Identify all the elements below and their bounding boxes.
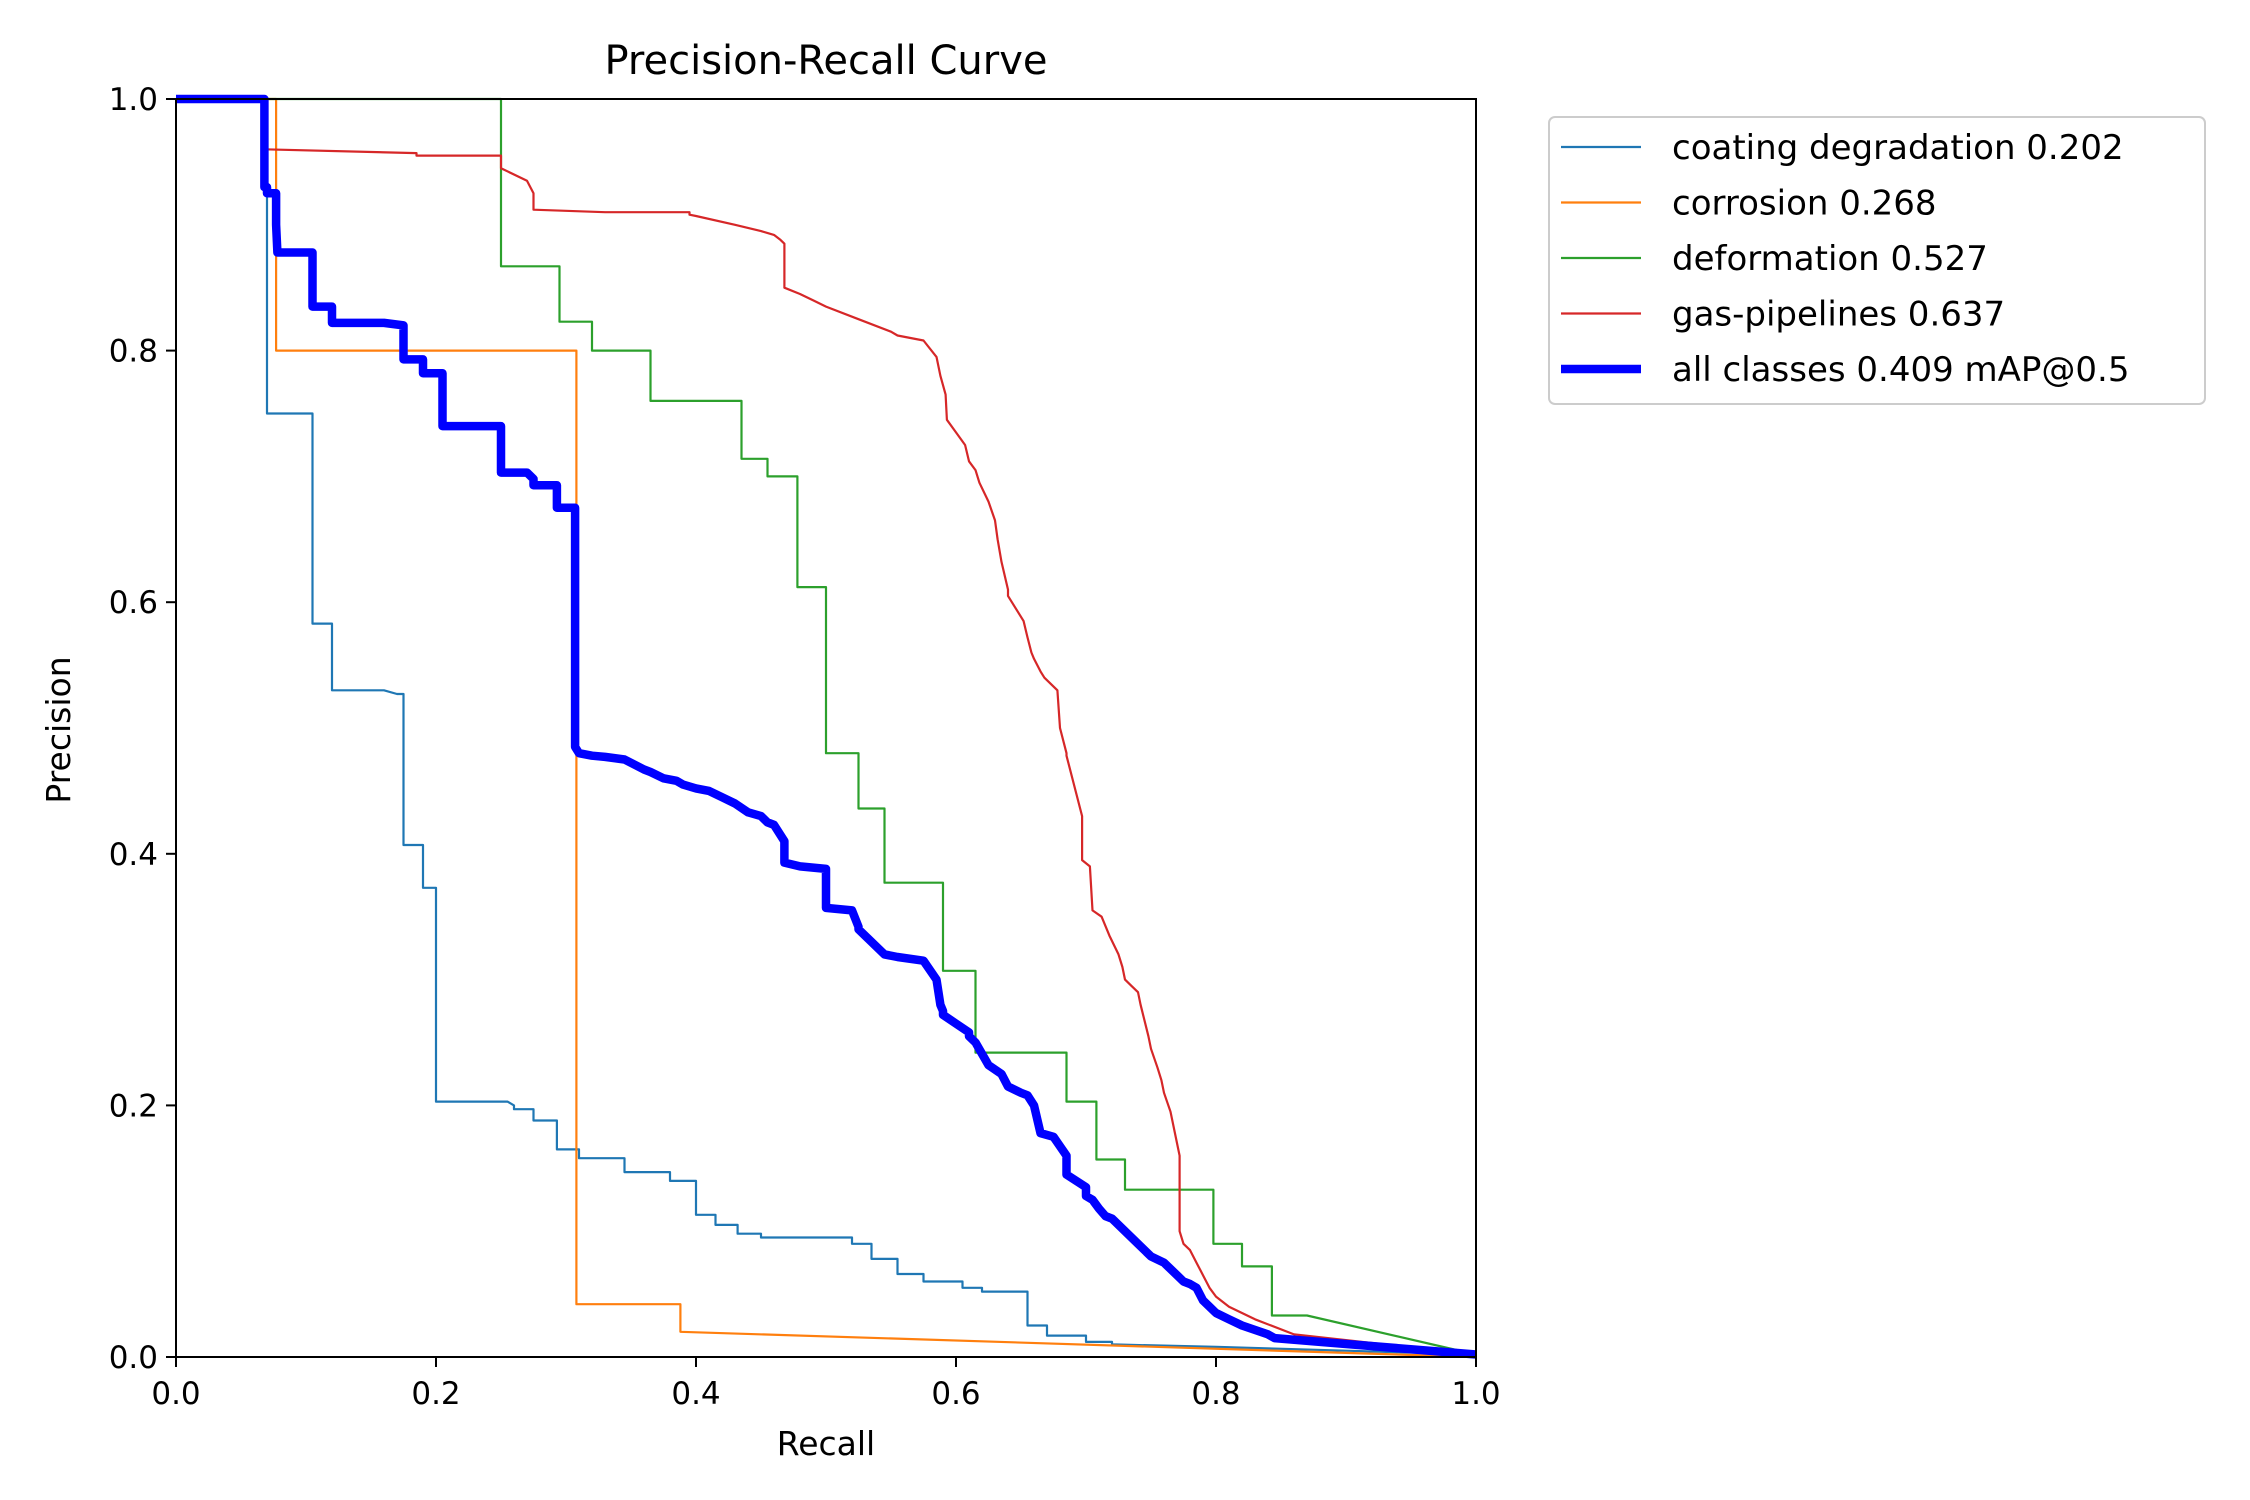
y-tick-label: 0.4 — [109, 837, 158, 873]
y-tick-label: 0.6 — [109, 585, 158, 621]
legend-entry-label: gas-pipelines 0.637 — [1672, 295, 2005, 335]
x-axis-ticks: 0.0 0.2 0.4 0.6 0.8 1.0 — [151, 1357, 1501, 1412]
legend-box — [1548, 116, 2206, 405]
x-tick-label: 0.4 — [671, 1376, 720, 1412]
x-tick-label: 0.8 — [1191, 1376, 1240, 1412]
legend: coating degradation 0.202 corrosion 0.268… — [1548, 116, 2206, 405]
y-axis-ticks: 0.0 0.2 0.4 0.6 0.8 1.0 — [109, 82, 176, 1376]
x-tick-label: 0.6 — [931, 1376, 980, 1412]
y-axis-label: Precision — [39, 656, 78, 803]
axes-frame — [175, 98, 1477, 1358]
series-line-3 — [176, 97, 1477, 1356]
x-axis-label: Recall — [777, 1424, 875, 1463]
series-line-0 — [176, 97, 1477, 1356]
y-tick-label: 0.0 — [109, 1340, 158, 1376]
legend-entry-label: corrosion 0.268 — [1672, 184, 1937, 224]
y-tick-label: 0.8 — [109, 334, 158, 370]
x-tick-label: 0.0 — [151, 1376, 200, 1412]
y-tick-label: 0.2 — [109, 1088, 158, 1124]
x-tick-label: 1.0 — [1451, 1376, 1500, 1412]
x-tick-label: 0.2 — [411, 1376, 460, 1412]
series-line-1 — [176, 97, 1477, 1359]
chart-title: Precision-Recall Curve — [605, 38, 1048, 84]
y-tick-label: 1.0 — [109, 82, 158, 118]
series-line-4 — [176, 94, 1477, 1359]
legend-entry-label: all classes 0.409 mAP@0.5 — [1672, 350, 2129, 390]
series-line-2 — [176, 97, 1477, 1356]
plot-area — [175, 94, 1477, 1359]
legend-entry-label: coating degradation 0.202 — [1672, 128, 2124, 168]
legend-entry-label: deformation 0.527 — [1672, 239, 1988, 279]
